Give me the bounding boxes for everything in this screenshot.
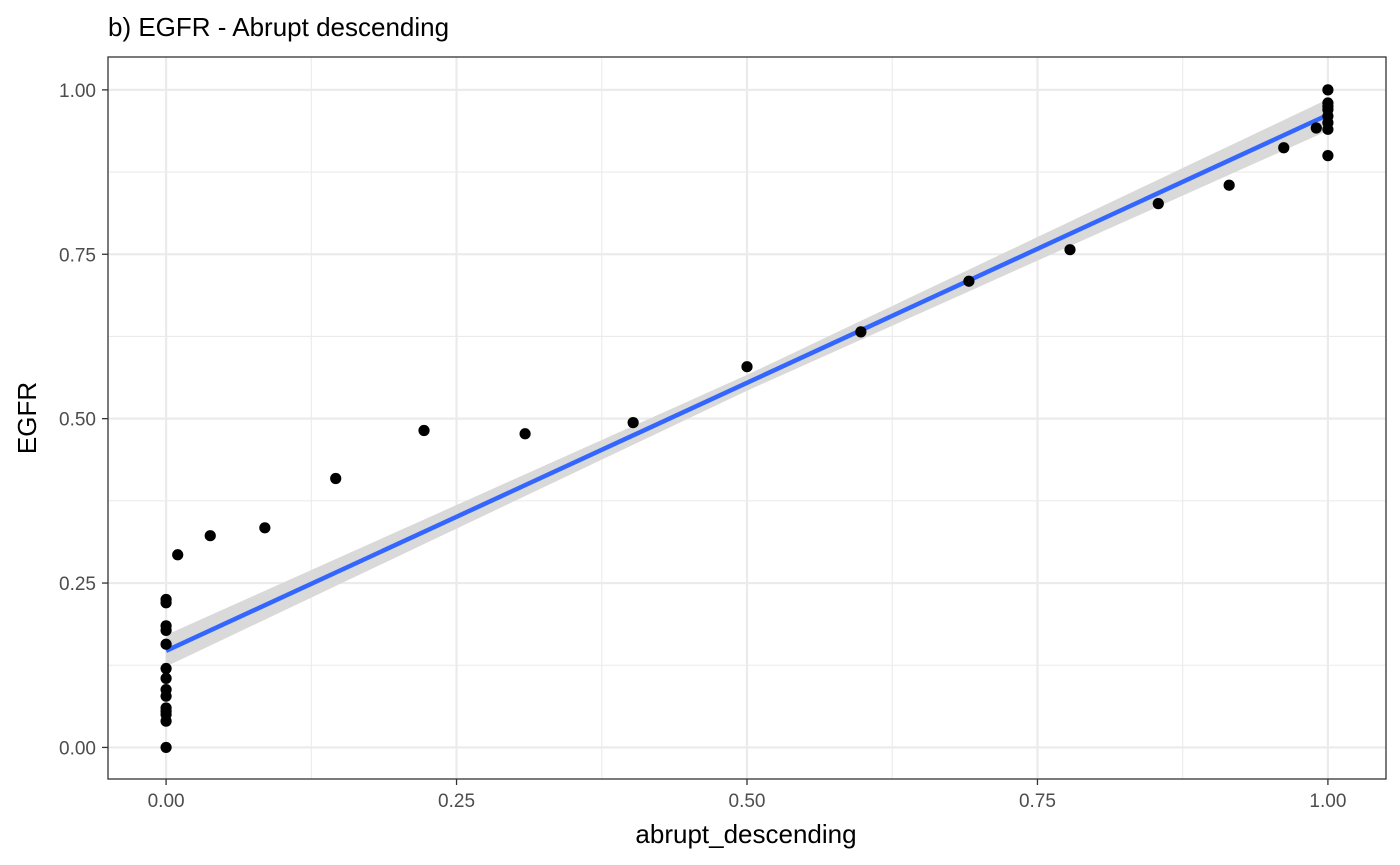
data-point bbox=[160, 638, 172, 650]
x-tick-label: 1.00 bbox=[1309, 791, 1346, 812]
y-tick-label: 0.25 bbox=[59, 574, 96, 595]
x-axis-ticks: 0.00 0.25 0.50 0.75 1.00 bbox=[148, 779, 1346, 812]
x-tick-label: 0.75 bbox=[1019, 791, 1056, 812]
data-point bbox=[330, 472, 342, 485]
x-tick-label: 0.00 bbox=[148, 791, 185, 812]
data-point bbox=[855, 326, 867, 338]
fit-line-group bbox=[165, 112, 1329, 653]
data-point bbox=[1310, 122, 1322, 134]
data-points bbox=[160, 84, 1334, 754]
data-point bbox=[172, 549, 184, 561]
y-tick-label: 0.75 bbox=[59, 245, 96, 266]
data-point bbox=[160, 702, 172, 714]
data-point bbox=[160, 662, 172, 675]
data-point bbox=[1322, 150, 1334, 162]
data-point bbox=[1278, 142, 1290, 154]
fit-line bbox=[165, 112, 1329, 653]
data-point bbox=[1064, 244, 1076, 256]
x-axis-title: abrupt_descending bbox=[635, 819, 856, 849]
data-point bbox=[160, 593, 172, 606]
data-point bbox=[627, 417, 639, 429]
x-tick-label: 0.50 bbox=[729, 791, 766, 812]
data-point bbox=[160, 620, 172, 632]
data-point bbox=[519, 428, 531, 440]
y-axis-title: EGFR bbox=[12, 382, 42, 454]
y-tick-label: 0.00 bbox=[59, 738, 96, 759]
data-point bbox=[741, 361, 753, 373]
chart-title: b) EGFR - Abrupt descending bbox=[108, 12, 449, 42]
data-point bbox=[204, 530, 216, 542]
data-point bbox=[1322, 97, 1334, 109]
data-point bbox=[1152, 198, 1164, 210]
y-tick-label: 1.00 bbox=[59, 81, 96, 102]
data-point bbox=[160, 741, 172, 754]
y-axis-ticks: 0.00 0.25 0.50 0.75 1.00 bbox=[59, 81, 108, 759]
data-point bbox=[963, 275, 975, 287]
data-point bbox=[160, 672, 172, 684]
data-point bbox=[160, 683, 172, 696]
data-point bbox=[1322, 84, 1334, 96]
y-tick-label: 0.50 bbox=[59, 410, 96, 431]
data-point bbox=[418, 424, 430, 437]
x-tick-label: 0.25 bbox=[438, 791, 475, 812]
grid-lines bbox=[108, 57, 1386, 779]
data-point bbox=[1223, 179, 1235, 191]
data-point bbox=[259, 522, 271, 534]
